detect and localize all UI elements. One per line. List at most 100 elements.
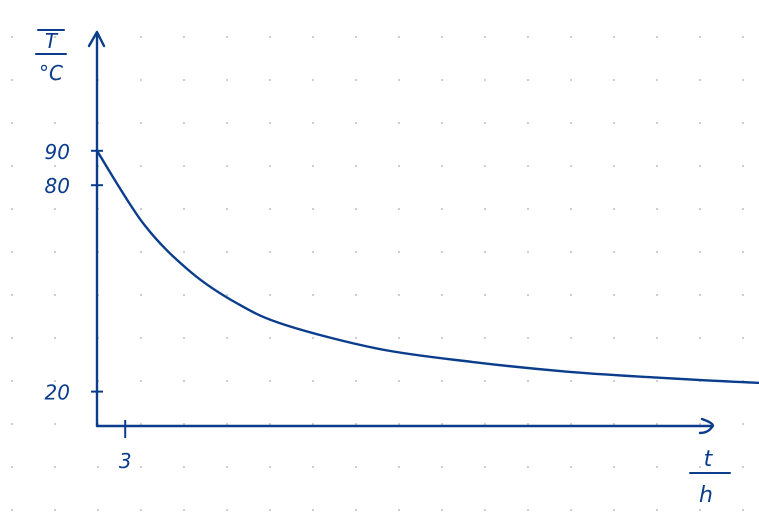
grid-dot bbox=[741, 422, 745, 426]
grid-dot bbox=[225, 250, 229, 254]
grid-dot bbox=[354, 465, 358, 469]
grid-dot bbox=[182, 336, 186, 340]
grid-dot bbox=[741, 121, 745, 125]
grid-dot bbox=[53, 164, 57, 168]
grid-dot bbox=[139, 293, 143, 297]
grid-dot bbox=[268, 379, 272, 383]
grid-dot bbox=[483, 293, 487, 297]
grid-dot bbox=[569, 293, 573, 297]
grid-dot bbox=[139, 250, 143, 254]
grid-dot bbox=[225, 336, 229, 340]
grid-dot bbox=[10, 78, 14, 82]
x-tick-label-3: 3 bbox=[119, 449, 132, 473]
grid-dot bbox=[268, 422, 272, 426]
grid-dot bbox=[311, 465, 315, 469]
grid-dot bbox=[569, 35, 573, 39]
dot-grid bbox=[10, 35, 745, 512]
grid-dot bbox=[53, 78, 57, 82]
grid-dot bbox=[741, 207, 745, 211]
grid-dot bbox=[225, 465, 229, 469]
grid-dot bbox=[440, 379, 444, 383]
grid-dot bbox=[698, 336, 702, 340]
grid-dot bbox=[612, 508, 616, 512]
grid-dot bbox=[440, 465, 444, 469]
grid-dot bbox=[53, 508, 57, 512]
y-axis-arrow bbox=[87, 30, 106, 48]
grid-dot bbox=[612, 422, 616, 426]
y-tick-label-80: 80 bbox=[45, 174, 70, 198]
grid-dot bbox=[612, 207, 616, 211]
grid-dot bbox=[655, 35, 659, 39]
grid-dot bbox=[440, 422, 444, 426]
y-axis-label: T bbox=[45, 29, 59, 53]
grid-dot bbox=[10, 293, 14, 297]
grid-dot bbox=[53, 250, 57, 254]
grid-dot bbox=[440, 35, 444, 39]
grid-dot bbox=[483, 164, 487, 168]
grid-dot bbox=[354, 78, 358, 82]
grid-dot bbox=[139, 336, 143, 340]
grid-dot bbox=[354, 336, 358, 340]
grid-dot bbox=[397, 336, 401, 340]
grid-dot bbox=[612, 379, 616, 383]
grid-dot bbox=[354, 250, 358, 254]
grid-dot bbox=[182, 508, 186, 512]
grid-dot bbox=[182, 35, 186, 39]
grid-dot bbox=[96, 465, 100, 469]
grid-dot bbox=[526, 508, 530, 512]
grid-dot bbox=[397, 422, 401, 426]
grid-dot bbox=[182, 78, 186, 82]
grid-dot bbox=[182, 465, 186, 469]
grid-dot bbox=[698, 35, 702, 39]
grid-dot bbox=[354, 508, 358, 512]
grid-dot bbox=[698, 78, 702, 82]
grid-dot bbox=[483, 207, 487, 211]
grid-dot bbox=[182, 207, 186, 211]
grid-dot bbox=[440, 250, 444, 254]
grid-dot bbox=[311, 293, 315, 297]
grid-dot bbox=[655, 293, 659, 297]
grid-dot bbox=[655, 422, 659, 426]
grid-dot bbox=[311, 121, 315, 125]
grid-dot bbox=[741, 508, 745, 512]
grid-dot bbox=[268, 35, 272, 39]
grid-dot bbox=[698, 293, 702, 297]
grid-dot bbox=[440, 164, 444, 168]
y-axis-unit: °C bbox=[39, 61, 63, 85]
grid-dot bbox=[53, 293, 57, 297]
grid-dot bbox=[354, 121, 358, 125]
grid-dot bbox=[569, 164, 573, 168]
grid-dot bbox=[225, 78, 229, 82]
grid-dot bbox=[569, 336, 573, 340]
grid-dot bbox=[526, 207, 530, 211]
grid-dot bbox=[10, 379, 14, 383]
grid-dot bbox=[139, 78, 143, 82]
grid-dot bbox=[483, 465, 487, 469]
grid-dot bbox=[526, 422, 530, 426]
grid-dot bbox=[526, 465, 530, 469]
grid-dot bbox=[311, 78, 315, 82]
grid-dot bbox=[182, 250, 186, 254]
grid-dot bbox=[440, 508, 444, 512]
grid-dot bbox=[698, 508, 702, 512]
grid-dot bbox=[612, 35, 616, 39]
grid-dot bbox=[741, 250, 745, 254]
grid-dot bbox=[483, 336, 487, 340]
grid-dot bbox=[698, 465, 702, 469]
grid-dot bbox=[397, 78, 401, 82]
grid-dot bbox=[397, 250, 401, 254]
grid-dot bbox=[397, 293, 401, 297]
grid-dot bbox=[698, 422, 702, 426]
grid-dot bbox=[569, 465, 573, 469]
grid-dot bbox=[139, 164, 143, 168]
grid-dot bbox=[268, 78, 272, 82]
grid-dot bbox=[268, 336, 272, 340]
grid-dot bbox=[354, 207, 358, 211]
grid-dot bbox=[655, 379, 659, 383]
grid-dot bbox=[397, 164, 401, 168]
series-line bbox=[95, 149, 759, 385]
grid-dot bbox=[96, 508, 100, 512]
grid-dot bbox=[225, 293, 229, 297]
grid-dot bbox=[526, 250, 530, 254]
grid-dot bbox=[10, 422, 14, 426]
